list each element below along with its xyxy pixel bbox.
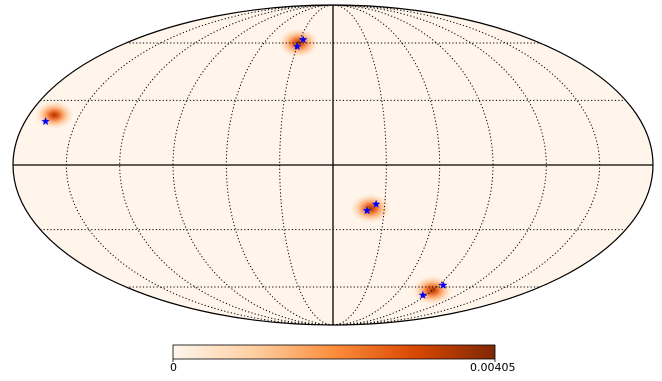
- star-marker-icon: [292, 42, 302, 51]
- meridian-line: [332, 5, 494, 325]
- star-marker-icon: [362, 206, 372, 215]
- hotspot-layer: [34, 28, 453, 306]
- hotspot-lower-right: [412, 275, 453, 306]
- hotspot-upper-center: [278, 28, 319, 58]
- star-marker-icon: [371, 199, 381, 208]
- hotspot-center-right: [350, 193, 391, 224]
- hotspot-far-left: [34, 100, 74, 130]
- star-marker-icon: [41, 117, 50, 126]
- meridian-line: [172, 5, 334, 325]
- star-marker-icon: [298, 35, 308, 44]
- map-outline: [12, 4, 654, 326]
- marker-layer: [41, 35, 448, 299]
- colorbar: [172, 344, 496, 360]
- star-marker-icon: [438, 280, 448, 289]
- colorbar-max-label: 0.00405: [470, 361, 516, 374]
- colorbar-min-label: 0: [170, 361, 177, 374]
- star-marker-icon: [418, 290, 428, 299]
